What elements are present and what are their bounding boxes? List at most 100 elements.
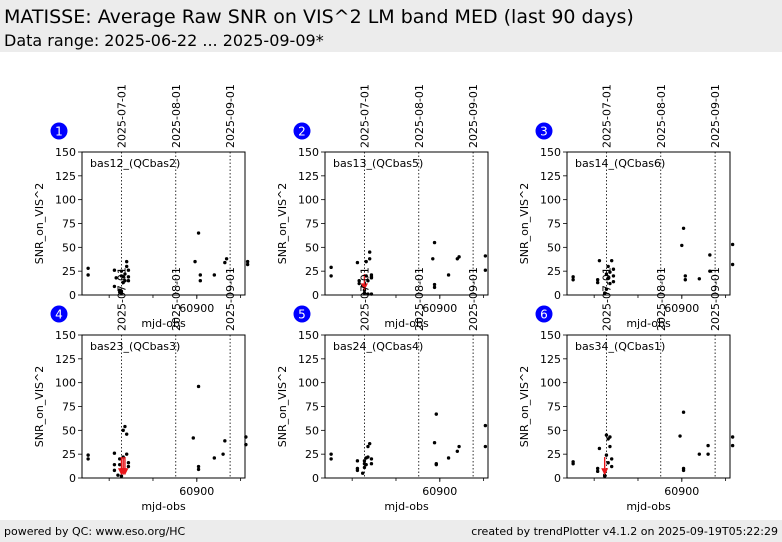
data-point (86, 266, 90, 271)
y-tick-label: 100 (55, 194, 76, 207)
data-point (434, 462, 438, 467)
plot-frame (81, 151, 246, 296)
data-point (124, 432, 129, 436)
data-point (366, 444, 370, 449)
y-axis-label: SNR_on_VIS^2 (276, 183, 289, 265)
data-point (212, 273, 217, 277)
y-tick-label: 125 (55, 170, 76, 183)
y-tick-label: 0 (554, 289, 561, 302)
y-axis-label: SNR_on_VIS^2 (33, 183, 46, 265)
data-point (611, 267, 616, 271)
data-point (606, 461, 610, 465)
data-point (123, 424, 127, 429)
data-point (457, 444, 461, 449)
data-point (604, 272, 609, 276)
data-point (123, 279, 127, 283)
y-tick-label: 150 (55, 329, 76, 342)
date-marker-label: 2025-09-01 (224, 84, 237, 148)
panel-badge-number: 4 (55, 308, 63, 322)
data-point (369, 457, 374, 461)
date-marker-label: 2025-08-01 (655, 84, 668, 148)
data-point (681, 226, 686, 230)
data-point (432, 285, 437, 290)
data-point (608, 270, 612, 274)
flag-arrow-head (121, 468, 129, 476)
data-point (608, 435, 612, 439)
data-point (364, 259, 368, 264)
data-point (112, 462, 117, 467)
data-point (121, 275, 125, 279)
data-point (121, 428, 125, 433)
flag-arrow-head (360, 283, 368, 291)
footer-bar: powered by QC: www.eso.org/HC created by… (0, 520, 782, 542)
data-point (730, 435, 735, 439)
x-axis-label: mjd-obs (384, 317, 429, 330)
data-point (706, 452, 710, 456)
x-tick-label: 60900 (179, 485, 214, 498)
data-point (86, 273, 90, 277)
data-point (112, 451, 117, 455)
data-point (196, 384, 201, 389)
data-point (355, 468, 360, 473)
data-point (597, 446, 602, 451)
y-tick-label: 25 (62, 448, 76, 461)
y-tick-label: 0 (69, 289, 76, 302)
plot-frame (566, 151, 731, 296)
data-point (434, 412, 438, 416)
y-tick-label: 25 (62, 265, 76, 278)
data-point (114, 276, 118, 280)
y-tick-label: 50 (547, 241, 561, 254)
panel-3: 2025-07-01 2025-08-01 2025-09-01 0 25 50 75 100… (518, 84, 735, 330)
y-tick-label: 50 (62, 241, 76, 254)
panel-label: bas24_(QCbas4) (333, 340, 423, 353)
data-point (212, 456, 217, 460)
panel-badge (293, 122, 311, 140)
data-point (432, 441, 437, 445)
panel-label: bas34_(QCbas1) (575, 340, 665, 353)
panel-5: 2025-07-01 2025-08-01 2025-09-010255075100… (276, 267, 489, 513)
data-point (697, 452, 702, 456)
y-axis-label: SNR_on_VIS^2 (33, 366, 46, 448)
data-point (329, 457, 333, 461)
data-point (431, 257, 435, 261)
date-marker-label: 2025-08-01 (170, 84, 183, 148)
data-point (606, 264, 610, 269)
data-point (457, 255, 461, 259)
data-point (483, 254, 488, 258)
date-marker-label: 2025-09-01 (709, 84, 722, 148)
data-point (360, 471, 365, 475)
panel-2: 2025-07-01 2025-08-01 2025-09-010255075100… (276, 84, 489, 330)
data-point (124, 452, 129, 456)
y-tick-label: 150 (298, 146, 319, 159)
y-tick-label: 150 (540, 146, 561, 159)
data-point (193, 259, 197, 264)
data-point (355, 459, 360, 463)
data-point (483, 423, 488, 428)
plot-frame (324, 151, 489, 296)
y-tick-label: 0 (312, 289, 319, 302)
data-point (708, 253, 712, 257)
y-tick-label: 125 (298, 170, 319, 183)
plot-frame (566, 334, 731, 479)
flag-arrow-head (601, 468, 609, 476)
panel-badge (50, 305, 68, 323)
y-tick-label: 150 (298, 329, 319, 342)
date-marker-label: 2025-09-01 (709, 267, 722, 331)
data-point (119, 289, 124, 293)
data-point (604, 287, 609, 291)
footer-created-by: created by trendPlotter v4.1.2 on 2025-0… (471, 525, 778, 538)
data-point (730, 242, 735, 247)
plot-frame (324, 334, 489, 479)
data-point (602, 291, 607, 295)
date-marker-label: 2025-09-01 (224, 267, 237, 331)
y-tick-label: 100 (540, 377, 561, 390)
data-point (571, 278, 575, 282)
data-point (571, 275, 575, 279)
data-point (604, 433, 609, 437)
y-tick-label: 0 (69, 472, 76, 485)
data-point (198, 279, 203, 283)
date-marker-label: 2025-09-01 (467, 267, 480, 331)
data-point (455, 449, 460, 454)
data-point (683, 278, 688, 282)
y-tick-label: 50 (305, 241, 319, 254)
